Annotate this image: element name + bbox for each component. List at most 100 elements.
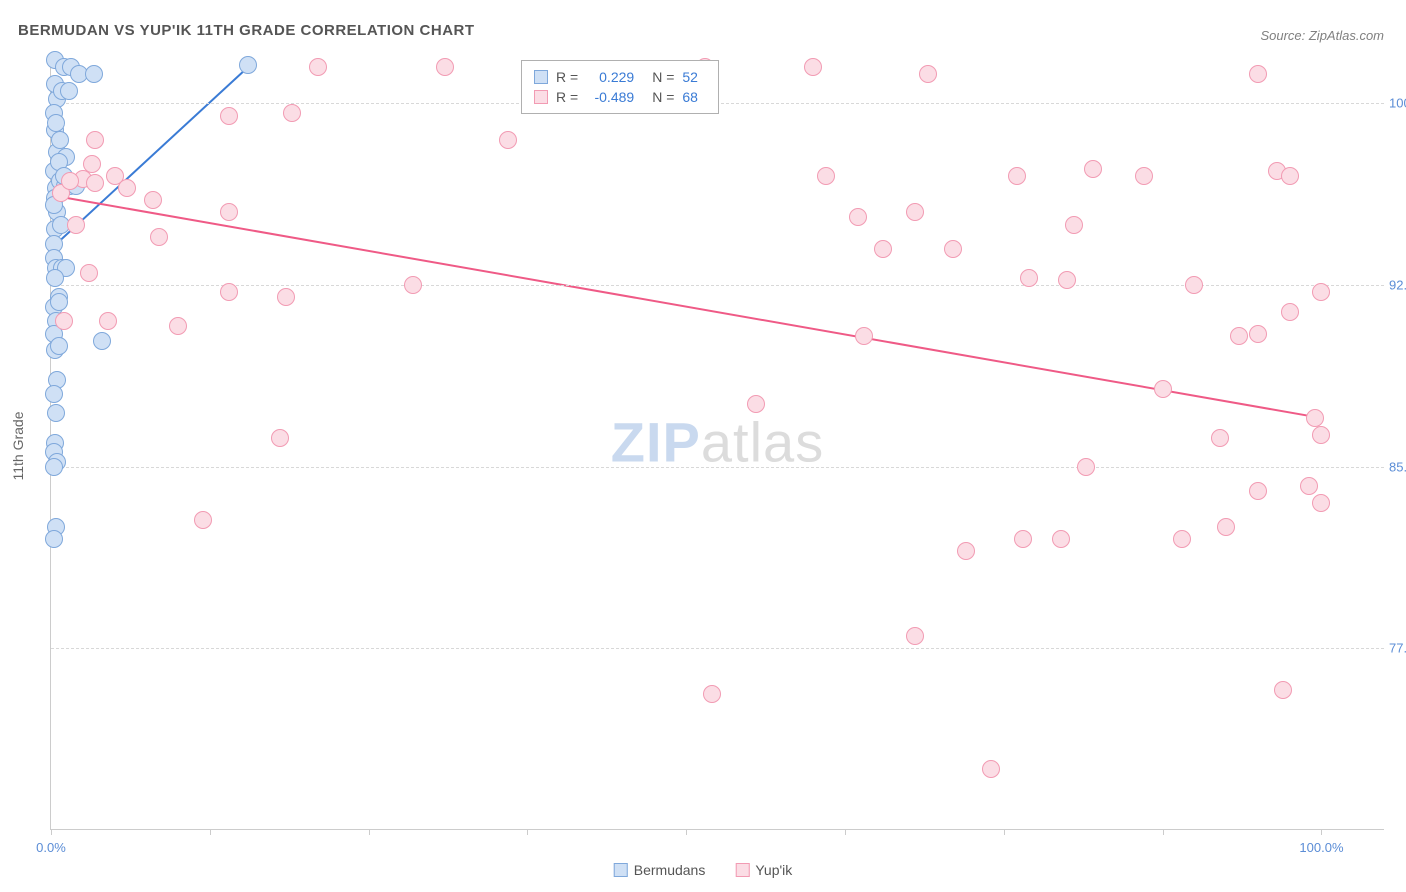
data-point <box>46 269 64 287</box>
data-point <box>150 228 168 246</box>
legend-swatch <box>534 70 548 84</box>
data-point <box>1014 530 1032 548</box>
legend-swatch <box>534 90 548 104</box>
x-tick <box>369 829 370 835</box>
y-tick-label: 85.0% <box>1389 459 1406 474</box>
n-label: N = <box>652 67 674 87</box>
data-point <box>220 203 238 221</box>
x-tick <box>1004 829 1005 835</box>
data-point <box>957 542 975 560</box>
data-point <box>1008 167 1026 185</box>
stats-legend-row: R = -0.489N = 68 <box>534 87 706 107</box>
trend-lines-layer <box>51 55 1384 829</box>
data-point <box>1020 269 1038 287</box>
data-point <box>1052 530 1070 548</box>
data-point <box>982 760 1000 778</box>
y-tick-label: 77.5% <box>1389 641 1406 656</box>
scatter-plot-area: ZIPatlas 77.5%85.0%92.5%100.0%0.0%100.0%… <box>50 55 1384 830</box>
data-point <box>55 312 73 330</box>
data-point <box>47 114 65 132</box>
x-tick <box>1321 829 1322 835</box>
data-point <box>1065 216 1083 234</box>
y-gridline <box>51 285 1384 286</box>
legend-label: Bermudans <box>634 862 706 878</box>
data-point <box>1300 477 1318 495</box>
data-point <box>1135 167 1153 185</box>
data-point <box>1217 518 1235 536</box>
data-point <box>50 337 68 355</box>
x-tick <box>686 829 687 835</box>
data-point <box>404 276 422 294</box>
r-label: R = <box>556 67 578 87</box>
data-point <box>86 174 104 192</box>
data-point <box>45 530 63 548</box>
data-point <box>1281 167 1299 185</box>
data-point <box>99 312 117 330</box>
data-point <box>220 107 238 125</box>
data-point <box>85 65 103 83</box>
data-point <box>1058 271 1076 289</box>
data-point <box>1230 327 1248 345</box>
data-point <box>86 131 104 149</box>
y-tick-label: 92.5% <box>1389 278 1406 293</box>
n-value: 68 <box>682 87 706 107</box>
data-point <box>61 172 79 190</box>
legend-item: Yup'ik <box>735 862 792 878</box>
data-point <box>849 208 867 226</box>
stats-legend-row: R = 0.229 N = 52 <box>534 67 706 87</box>
y-gridline <box>51 648 1384 649</box>
chart-source: Source: ZipAtlas.com <box>1260 28 1384 43</box>
data-point <box>144 191 162 209</box>
x-tick-label: 0.0% <box>36 840 66 855</box>
data-point <box>1173 530 1191 548</box>
data-point <box>747 395 765 413</box>
r-value: -0.489 <box>586 87 634 107</box>
data-point <box>906 627 924 645</box>
data-point <box>1154 380 1172 398</box>
data-point <box>220 283 238 301</box>
watermark-atlas: atlas <box>701 411 824 474</box>
legend-swatch <box>735 863 749 877</box>
data-point <box>51 131 69 149</box>
x-tick <box>527 829 528 835</box>
data-point <box>1077 458 1095 476</box>
watermark-zip: ZIP <box>611 411 701 474</box>
data-point <box>1249 325 1267 343</box>
data-point <box>1249 482 1267 500</box>
data-point <box>118 179 136 197</box>
data-point <box>1312 426 1330 444</box>
x-tick <box>51 829 52 835</box>
data-point <box>47 404 65 422</box>
data-point <box>194 511 212 529</box>
data-point <box>50 293 68 311</box>
data-point <box>1312 494 1330 512</box>
data-point <box>45 458 63 476</box>
data-point <box>80 264 98 282</box>
data-point <box>436 58 454 76</box>
n-label: N = <box>652 87 674 107</box>
data-point <box>874 240 892 258</box>
n-value: 52 <box>682 67 706 87</box>
watermark: ZIPatlas <box>611 410 824 475</box>
data-point <box>1249 65 1267 83</box>
chart-title: BERMUDAN VS YUP'IK 11TH GRADE CORRELATIO… <box>18 22 475 39</box>
y-axis-label: 11th Grade <box>10 411 26 480</box>
stats-legend: R = 0.229 N = 52R = -0.489 N = 68 <box>521 60 719 114</box>
x-tick <box>845 829 846 835</box>
data-point <box>703 685 721 703</box>
data-point <box>283 104 301 122</box>
legend-label: Yup'ik <box>755 862 792 878</box>
y-gridline <box>51 467 1384 468</box>
data-point <box>919 65 937 83</box>
data-point <box>271 429 289 447</box>
data-point <box>1274 681 1292 699</box>
data-point <box>60 82 78 100</box>
data-point <box>804 58 822 76</box>
data-point <box>944 240 962 258</box>
data-point <box>45 385 63 403</box>
data-point <box>67 216 85 234</box>
data-point <box>83 155 101 173</box>
data-point <box>1185 276 1203 294</box>
r-value: 0.229 <box>586 67 634 87</box>
data-point <box>1312 283 1330 301</box>
